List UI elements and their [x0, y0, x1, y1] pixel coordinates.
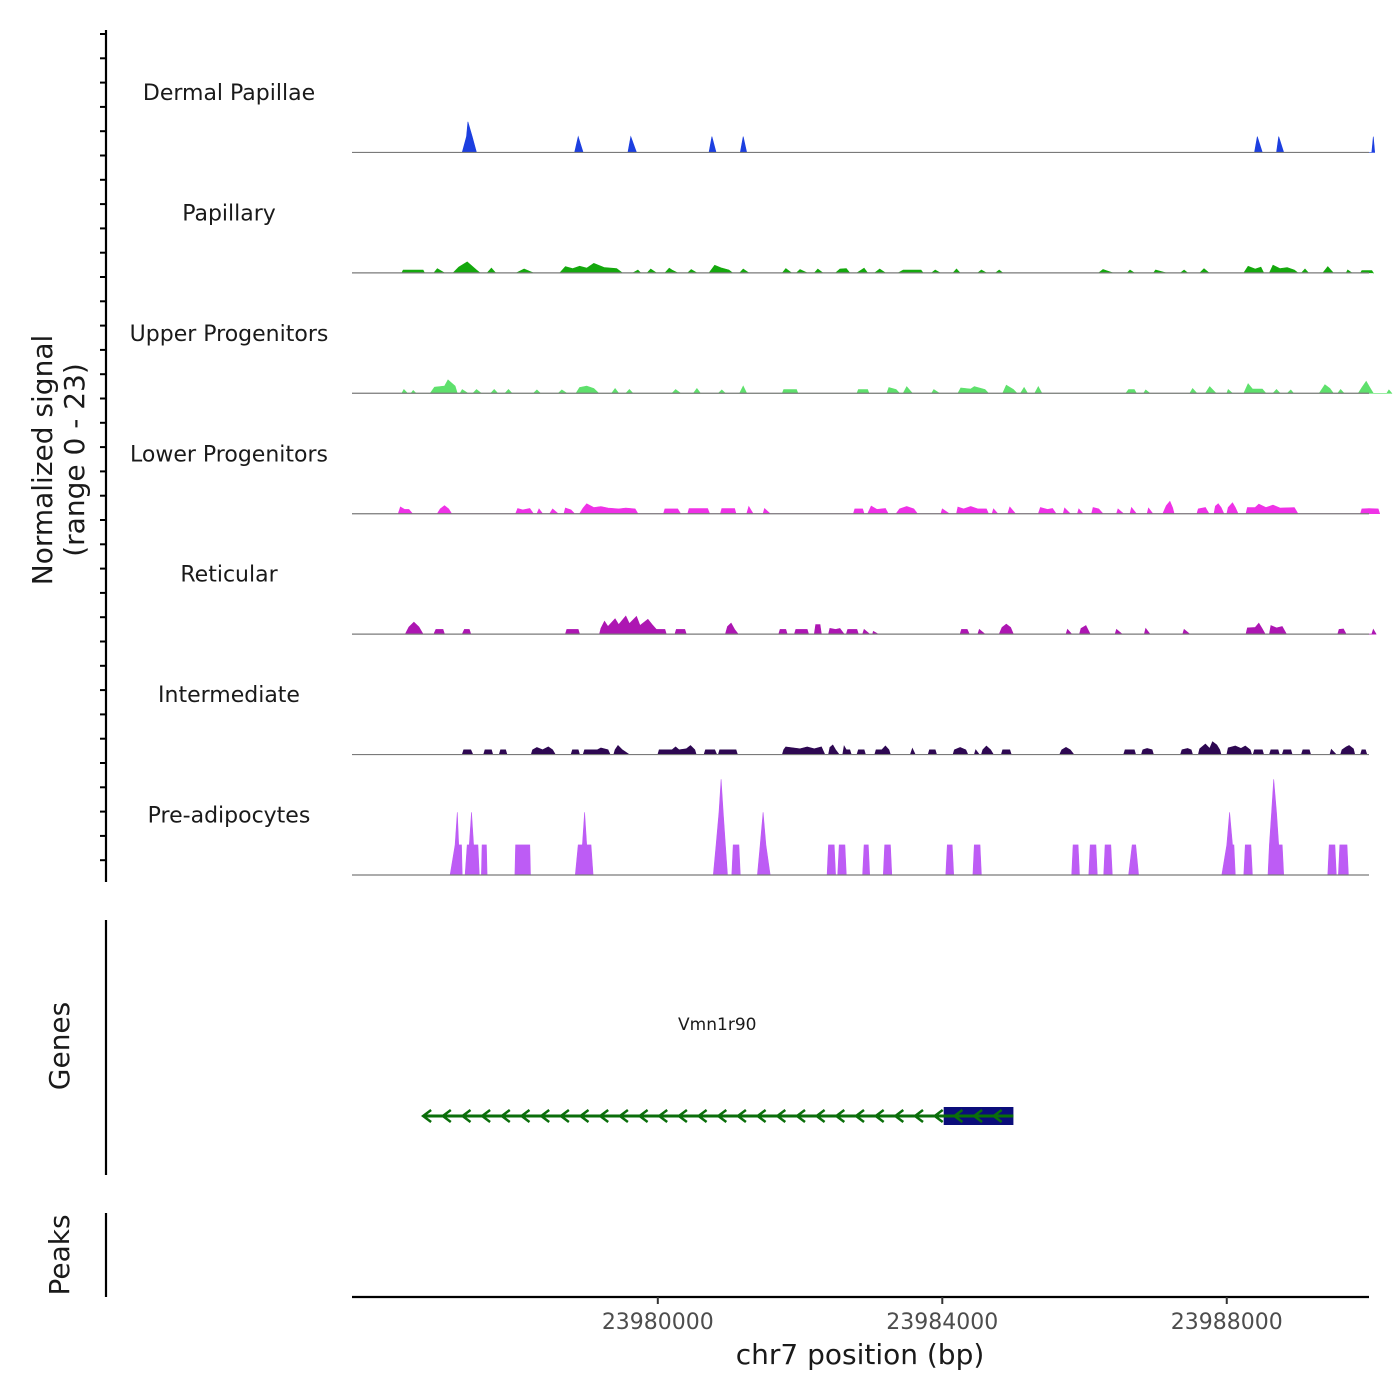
peaks-panel-label: Peaks [43, 1214, 76, 1295]
track-papillary: Papillary [182, 201, 1374, 274]
track-dermal-papillae: Dermal Papillae [143, 81, 1375, 154]
x-tick-label: 23988000 [1171, 1310, 1283, 1335]
signal-area [397, 500, 1380, 515]
track-lower-progenitors: Lower Progenitors [130, 442, 1380, 515]
signal-area [401, 379, 1393, 395]
genes-panel: Vmn1r90 [421, 1015, 1014, 1125]
track-intermediate: Intermediate [158, 683, 1369, 756]
x-axis-label: chr7 position (bp) [736, 1338, 985, 1371]
x-tick-label: 23984000 [886, 1310, 998, 1335]
signal-area [405, 615, 1377, 635]
gene-strand-arrows [421, 1109, 1003, 1123]
track-reticular: Reticular [180, 563, 1377, 635]
signal-tracks-panel: Dermal Papillae Papillary Upper Progenitor… [130, 81, 1393, 876]
genes-panel-label: Genes [43, 1002, 76, 1090]
gene-vmn1r90: Vmn1r90 [421, 1015, 1014, 1125]
signal-area [449, 779, 1349, 876]
track-label: Dermal Papillae [143, 81, 315, 106]
signal-area [461, 741, 1368, 755]
x-axis-ticks: 23980000 23984000 23988000 [602, 1297, 1283, 1335]
track-label: Pre-adipocytes [148, 804, 311, 829]
signal-area [461, 121, 1375, 153]
track-label: Reticular [180, 563, 278, 588]
signal-y-axis-ticks [100, 33, 106, 862]
track-pre-adipocytes: Pre-adipocytes [148, 779, 1369, 876]
signal-y-axis-label: Normalized signal [26, 335, 59, 586]
gene-label: Vmn1r90 [678, 1015, 756, 1035]
track-upper-progenitors: Upper Progenitors [130, 322, 1393, 395]
x-tick-label: 23980000 [602, 1310, 714, 1335]
signal-y-axis-range: (range 0 - 23) [58, 363, 91, 557]
signal-area [401, 261, 1374, 274]
track-label: Intermediate [158, 683, 300, 708]
track-label: Lower Progenitors [130, 442, 328, 467]
track-label: Upper Progenitors [130, 322, 329, 347]
track-label: Papillary [182, 201, 276, 226]
